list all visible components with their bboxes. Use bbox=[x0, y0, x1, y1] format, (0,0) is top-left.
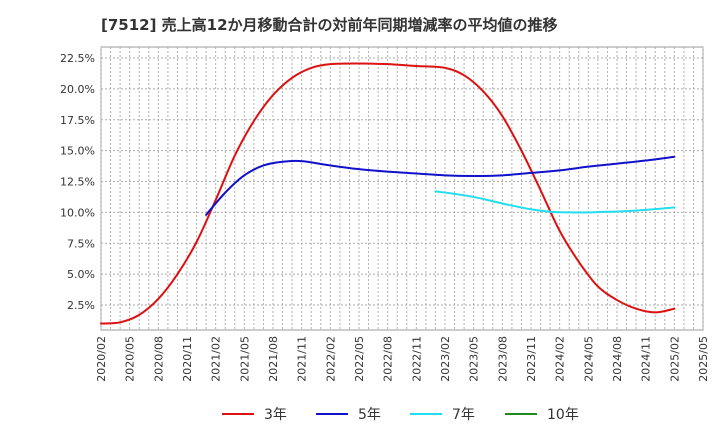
x-tick-label: 2023/08 bbox=[496, 336, 509, 382]
y-tick-label: 12.5% bbox=[60, 176, 95, 189]
x-tick-label: 2021/11 bbox=[296, 336, 309, 382]
x-tick-label: 2023/02 bbox=[439, 336, 452, 382]
x-tick-label: 2024/08 bbox=[611, 336, 624, 382]
x-tick-label: 2020/11 bbox=[181, 336, 194, 382]
series-line-3年 bbox=[100, 62, 676, 325]
x-tick-label: 2020/08 bbox=[152, 336, 165, 382]
plot-frame bbox=[100, 46, 704, 331]
y-tick-label: 7.5% bbox=[67, 237, 95, 250]
legend: 3年 5年 7年 10年 bbox=[222, 407, 579, 423]
axes: 2.5% 5.0% 7.5% 10.0% 12.5% 15.0% 17.5% 20.0% 22.… bbox=[60, 52, 710, 382]
x-tick-label: 2020/05 bbox=[124, 336, 137, 382]
legend-label-5年: 5年 bbox=[358, 407, 381, 423]
y-tick-label: 10.0% bbox=[60, 206, 95, 219]
legend-label-7年: 7年 bbox=[452, 407, 475, 423]
series-line-5年 bbox=[205, 155, 676, 216]
y-tick-label: 5.0% bbox=[67, 268, 95, 281]
x-tick-label: 2022/02 bbox=[324, 336, 337, 382]
x-tick-label: 2020/02 bbox=[95, 336, 108, 382]
y-tick-label: 22.5% bbox=[60, 52, 95, 65]
x-tick-label: 2025/02 bbox=[668, 336, 681, 382]
x-tick-label: 2024/05 bbox=[582, 336, 595, 382]
x-tick-label: 2025/05 bbox=[697, 336, 710, 382]
x-tick-label: 2021/05 bbox=[238, 336, 251, 382]
x-tick-label: 2024/02 bbox=[554, 336, 567, 382]
series-lines bbox=[100, 62, 676, 325]
chart-title: [7512] 売上高12か月移動合計の対前年同期増減率の平均値の推移 bbox=[101, 16, 558, 34]
legend-label-3年: 3年 bbox=[264, 407, 287, 423]
x-tick-label: 2021/02 bbox=[210, 336, 223, 382]
y-tick-label: 2.5% bbox=[67, 299, 95, 312]
y-tick-label: 17.5% bbox=[60, 114, 95, 127]
series-line-7年 bbox=[434, 190, 676, 214]
x-tick-label: 2022/08 bbox=[382, 336, 395, 382]
y-tick-label: 20.0% bbox=[60, 83, 95, 96]
x-tick-label: 2022/11 bbox=[410, 336, 423, 382]
x-tick-label: 2021/08 bbox=[267, 336, 280, 382]
x-tick-label: 2022/05 bbox=[353, 336, 366, 382]
grid bbox=[100, 46, 704, 331]
x-tick-label: 2023/11 bbox=[525, 336, 538, 382]
x-tick-label: 2024/11 bbox=[640, 336, 653, 382]
x-tick-label: 2023/05 bbox=[468, 336, 481, 382]
y-tick-label: 15.0% bbox=[60, 145, 95, 158]
legend-label-10年: 10年 bbox=[547, 407, 579, 423]
